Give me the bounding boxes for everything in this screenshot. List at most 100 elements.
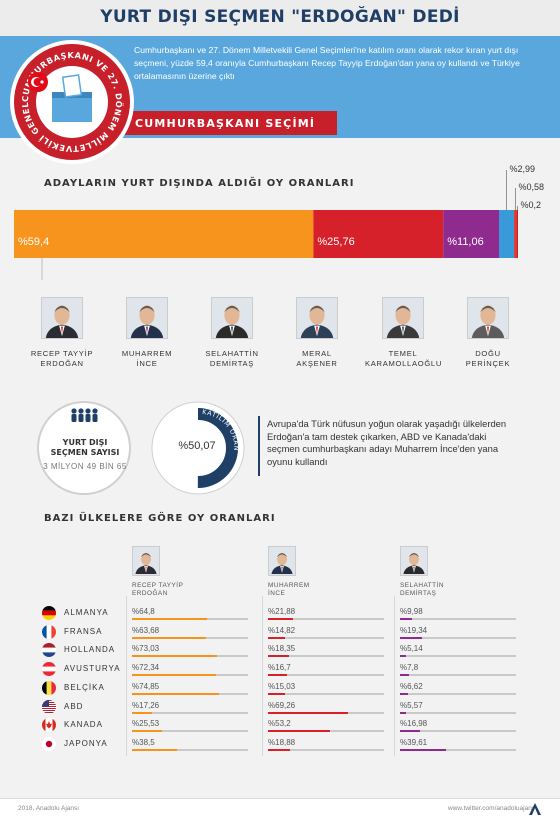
bar-segment-2	[313, 210, 444, 258]
candidate-name: MERAL AKŞENER	[279, 349, 355, 369]
country-value: %7,8	[400, 663, 419, 673]
column-name-line1: SELAHATTİN	[400, 582, 444, 589]
column-header: MUHARREM İNCE	[268, 546, 310, 598]
voters-circle	[37, 401, 131, 495]
column-name: RECEP TAYYİP ERDOĞAN	[132, 582, 183, 598]
column-separator	[262, 596, 263, 756]
candidate-name-line1: MERAL	[302, 349, 332, 358]
candidate-name-line2: İNCE	[136, 359, 158, 368]
candidate-name: TEMEL KARAMOLLAOĞLU	[365, 349, 441, 369]
portrait-icon	[127, 298, 167, 338]
country-value: %39,61	[400, 737, 428, 747]
value-track	[268, 618, 384, 620]
portrait-icon	[212, 298, 252, 338]
country-value: %74,85	[132, 681, 160, 691]
value-bar	[268, 674, 288, 677]
country-name: BELÇİKA	[64, 682, 105, 692]
netherlands-flag-icon	[42, 643, 56, 658]
portrait-icon	[468, 298, 508, 338]
value-bar	[268, 711, 349, 714]
value-bar	[400, 748, 446, 751]
candidate-card: SELAHATTİN DEMİRTAŞ	[194, 297, 270, 369]
footer: 2018, Anadolu Ajansı www.twitter.com/ana…	[0, 798, 560, 820]
country-flag	[42, 662, 56, 677]
candidate-name-line2: PERİNÇEK	[465, 359, 511, 368]
value-track	[400, 692, 516, 695]
turkish-flag-icon	[28, 72, 48, 92]
country-flag	[42, 643, 56, 658]
voters-title: YURT DIŞI SEÇMEN SAYISI	[40, 438, 130, 458]
candidate-card: MUHARREM İNCE	[109, 297, 185, 369]
column-name-line1: MUHARREM	[268, 582, 310, 589]
voters-count: 3 MİLYON 49 BİN 65	[43, 462, 127, 471]
country-name: AVUSTURYA	[64, 664, 121, 674]
value-track	[132, 711, 248, 714]
value-track	[400, 711, 516, 714]
country-flag	[42, 624, 56, 639]
title-bar	[0, 0, 560, 36]
country-value: %73,03	[132, 644, 160, 654]
value-bar	[400, 711, 407, 714]
value-bar	[400, 618, 412, 620]
column-name: SELAHATTİN DEMİRTAŞ	[400, 582, 444, 598]
candidate-name: RECEP TAYYİP ERDOĞAN	[24, 349, 100, 369]
candidate-name-line1: SELAHATTİN	[205, 349, 259, 358]
value-track	[132, 730, 248, 733]
value-bar	[132, 674, 216, 677]
country-name: ABD	[64, 701, 84, 711]
footer-twitter-link[interactable]: www.twitter.com/anadoluajansi	[448, 805, 537, 812]
column-photo	[132, 546, 160, 576]
usa-flag-icon	[42, 699, 56, 714]
turnout-value: %50,07	[178, 440, 216, 452]
portrait-icon	[133, 548, 159, 574]
portrait-icon	[297, 298, 337, 338]
value-track	[400, 655, 516, 658]
bar-label-5: %0,58	[518, 182, 545, 192]
candidate-name: MUHARREM İNCE	[109, 349, 185, 369]
bar-label-1: %59,4	[18, 236, 50, 248]
column-header: RECEP TAYYİP ERDOĞAN	[132, 546, 183, 598]
candidate-photo	[382, 297, 424, 339]
value-bar	[400, 730, 420, 733]
value-bar	[400, 655, 406, 658]
value-track	[400, 748, 516, 751]
value-bar	[132, 730, 162, 733]
candidate-name-line1: DOĞU	[475, 349, 501, 358]
country-name: JAPONYA	[64, 738, 108, 748]
country-value: %16,98	[400, 719, 428, 729]
value-bar	[132, 636, 206, 639]
candidate-card: TEMEL KARAMOLLAOĞLU	[365, 297, 441, 369]
page-title: YURT DIŞI SEÇMEN "ERDOĞAN" DEDİ	[100, 7, 460, 27]
turnout-ring	[197, 408, 238, 488]
country-value: %25,53	[132, 719, 160, 729]
column-photo	[400, 546, 428, 576]
country-name: KANADA	[64, 720, 103, 730]
bar-label-2: %25,76	[317, 236, 355, 248]
country-value: %5,57	[400, 700, 423, 710]
germany-flag-icon	[42, 606, 56, 620]
country-value: %53,2	[268, 719, 291, 729]
election-badge-icon: CUMHURBAŞKANI VE 27. DÖNEM MİLLETVEKİLİ …	[8, 38, 134, 164]
country-value: %63,68	[132, 625, 160, 635]
candidate-name-line2: DEMİRTAŞ	[209, 359, 255, 368]
ballot-box-icon	[52, 74, 92, 122]
column-name: MUHARREM İNCE	[268, 582, 310, 598]
portrait-icon	[42, 298, 82, 338]
footer-copyright: 2018, Anadolu Ajansı	[18, 805, 80, 812]
country-value: %15,03	[268, 681, 296, 691]
value-bar	[400, 692, 408, 695]
value-track	[400, 636, 516, 639]
country-name: FRANSA	[64, 626, 103, 636]
country-value: %69,26	[268, 700, 296, 710]
canada-flag-icon	[42, 718, 56, 733]
portrait-icon	[383, 298, 423, 338]
france-flag-icon	[42, 624, 56, 639]
country-value: %6,62	[400, 681, 423, 691]
value-bar	[132, 618, 208, 620]
value-track	[400, 674, 516, 677]
turnout-gauge: KATILIM ORANI	[150, 400, 245, 495]
candidate-photo	[296, 297, 338, 339]
voters-title-line1: YURT DIŞI	[62, 438, 108, 447]
country-value: %18,88	[268, 737, 296, 747]
bar-label-4: %2,99	[509, 164, 536, 174]
